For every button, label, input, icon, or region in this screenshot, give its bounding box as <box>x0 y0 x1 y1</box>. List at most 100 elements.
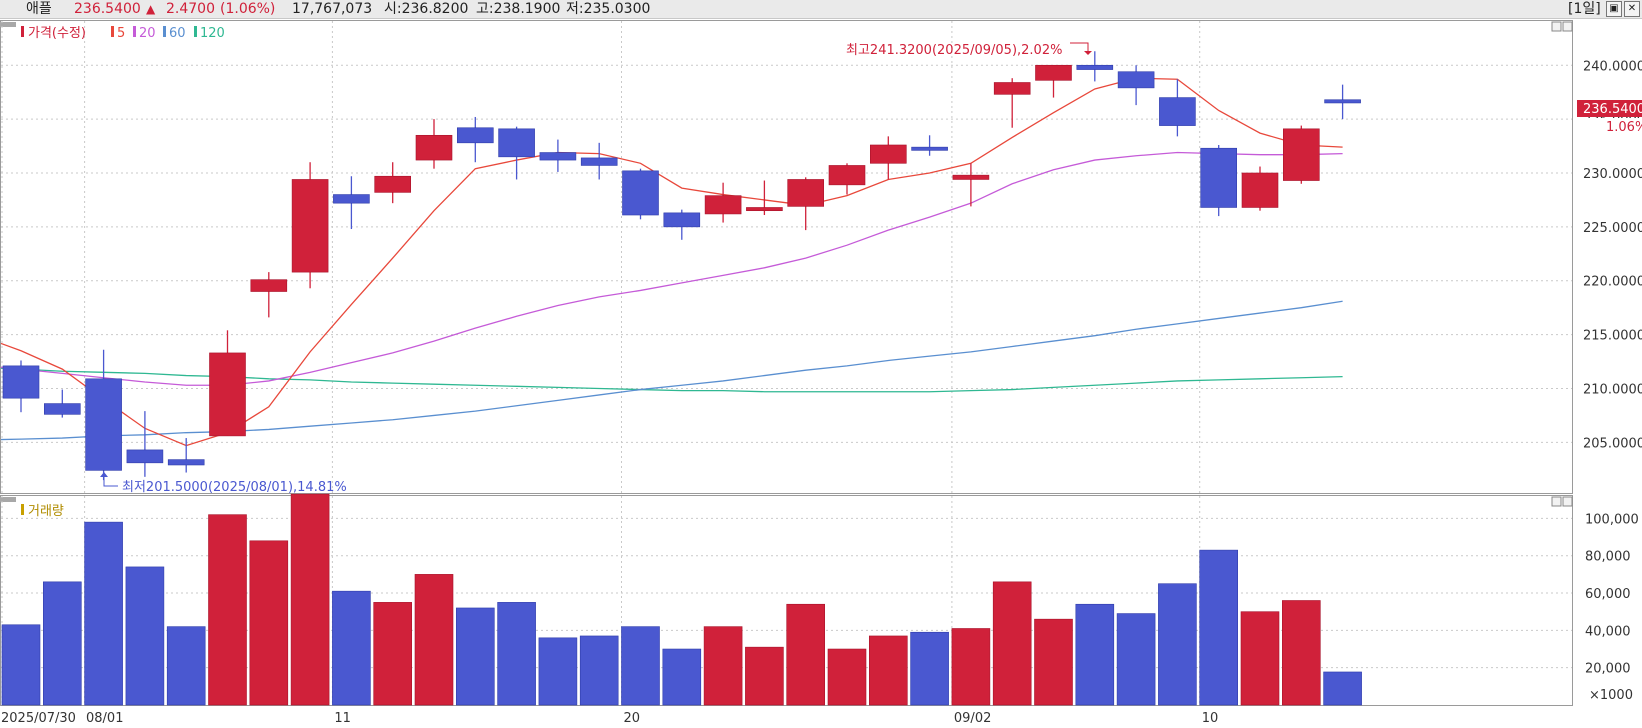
high-annotation-label: 최고241.3200(2025/09/05),2.02% <box>846 43 1062 58</box>
candle <box>1200 144 1237 217</box>
legend-ma5: 5 <box>117 26 125 41</box>
quote-header: 애플 236.5400 ▲ 2.4700 (1.06%) 17,767,073 … <box>0 0 1642 19</box>
candle-body <box>456 127 494 144</box>
volume-bar <box>497 602 536 706</box>
volume-bar <box>786 603 826 706</box>
restore-window-icon[interactable]: ▣ <box>1606 1 1622 17</box>
legend-ma20: 20 <box>139 26 156 41</box>
price-tick-label: 205.0000 <box>1583 436 1642 451</box>
last-price-badge: 236.5400 1.06% <box>1577 100 1642 135</box>
candle <box>291 162 329 289</box>
volume-bar <box>125 566 165 706</box>
price-tick-label: 215.0000 <box>1583 329 1642 344</box>
volume-bar <box>1323 671 1362 706</box>
volume-bar <box>910 631 949 706</box>
candle <box>1035 64 1072 98</box>
price-change: 2.4700 <box>166 1 215 17</box>
panel-close-icon <box>1562 21 1573 32</box>
volume-bar <box>868 635 908 706</box>
price-panel-handle <box>0 22 16 27</box>
volume-axis: 100,000 80,000 60,000 40,000 20,000 ×1000 <box>1585 512 1639 703</box>
candle <box>952 163 990 207</box>
candle <box>539 139 577 172</box>
candle <box>869 136 907 180</box>
candle-body <box>993 82 1031 95</box>
candle <box>1117 65 1155 106</box>
date-label: 09/02 <box>954 711 991 726</box>
up-arrow-icon: ▲ <box>146 2 156 16</box>
volume-bar <box>579 635 619 706</box>
volume-panel-handle <box>0 497 16 502</box>
candle <box>704 182 742 223</box>
legend-volume: 거래량 <box>28 504 64 519</box>
candle-body <box>1324 99 1361 104</box>
candle-body <box>1241 172 1279 208</box>
volume-panel-border <box>0 495 1573 706</box>
legend-price: 가격(수정) <box>28 26 86 41</box>
volume-bar <box>1199 549 1238 706</box>
volume-bar <box>42 581 82 706</box>
candle-body <box>209 352 246 437</box>
price-legend: 가격(수정) 5 20 60 120 <box>21 26 225 41</box>
date-axis: 2025/07/30 08/01 11 20 09/02 10 <box>1 711 1218 726</box>
candle-body <box>85 378 122 471</box>
moving-averages <box>0 77 1343 447</box>
last-price-label: 236.5400 <box>1583 102 1642 117</box>
volume-bar <box>1 624 41 706</box>
candle <box>456 116 494 163</box>
volume-bar <box>1116 613 1156 706</box>
volume-bar <box>951 628 991 706</box>
candle-body <box>250 279 288 292</box>
candle-body <box>663 212 701 228</box>
candle-body <box>828 165 866 186</box>
volume-value: 17,767,073 <box>292 1 373 17</box>
date-label: 10 <box>1202 711 1219 726</box>
candle-body <box>1117 71 1155 89</box>
volume-tick-label: 20,000 <box>1585 662 1631 677</box>
candle-body <box>291 179 329 273</box>
candle <box>1159 79 1196 137</box>
ma60-line <box>0 300 1343 441</box>
volume-tick-label: 40,000 <box>1585 624 1631 639</box>
volume-bar <box>827 648 867 706</box>
candle <box>85 349 122 481</box>
volume-bar <box>455 607 495 706</box>
volume-bar <box>290 493 330 706</box>
candle-body <box>126 449 164 464</box>
volume-bars <box>1 493 1362 706</box>
period-selector[interactable]: [1일] <box>1568 1 1601 17</box>
volume-legend: 거래량 <box>21 504 64 519</box>
candle-body <box>1035 64 1072 81</box>
panel-close-icon <box>1562 496 1573 507</box>
close-window-icon[interactable]: ✕ <box>1624 1 1640 17</box>
high-price: 고:238.1900 <box>476 1 561 17</box>
price-tick-label: 230.0000 <box>1583 167 1642 182</box>
date-label: 08/01 <box>86 711 123 726</box>
candle <box>580 142 618 180</box>
low-annotation: 최저201.5000(2025/08/01),14.81% <box>100 472 347 495</box>
price-panel-border <box>0 20 1573 494</box>
candle-body <box>580 157 618 166</box>
volume-bar <box>1282 600 1321 706</box>
volume-bar <box>332 590 371 706</box>
volume-bar <box>745 646 784 706</box>
candle <box>374 162 412 204</box>
candle <box>663 209 701 240</box>
price-tick-label: 220.0000 <box>1583 275 1642 290</box>
candle <box>209 330 246 437</box>
candle <box>828 163 866 195</box>
candle-body <box>415 134 453 161</box>
chart-frame <box>0 20 1573 706</box>
candle <box>1076 51 1114 82</box>
volume-tick-label: ×1000 <box>1589 688 1633 703</box>
date-label: 20 <box>624 711 641 726</box>
panel-controls[interactable] <box>1551 21 1573 507</box>
change-percent: (1.06%) <box>220 1 276 17</box>
candle-body <box>539 152 577 161</box>
volume-tick-label: 100,000 <box>1585 512 1639 527</box>
volume-bar <box>1240 611 1280 706</box>
candle-body <box>374 175 412 193</box>
volume-bar <box>703 626 743 706</box>
candle-body <box>2 365 40 399</box>
price-tick-label: 225.0000 <box>1583 221 1642 236</box>
